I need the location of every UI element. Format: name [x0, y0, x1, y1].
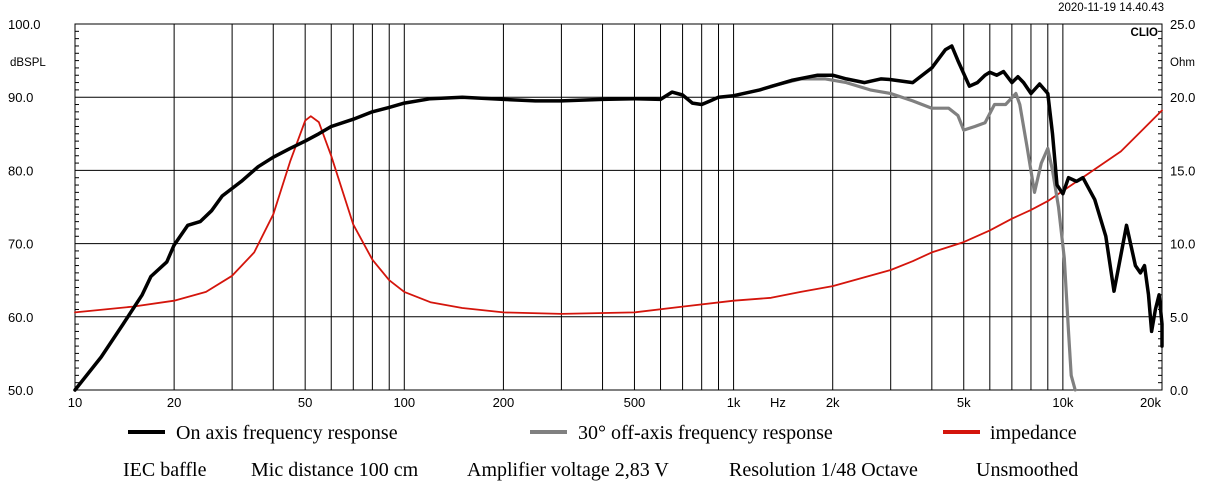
legend-label-off-axis: 30° off-axis frequency response — [578, 422, 833, 444]
y-right-tick-label: 5.0 — [1170, 310, 1188, 325]
x-tick-label: 200 — [493, 395, 515, 410]
footer-baffle: IEC baffle — [123, 459, 207, 481]
y-left-tick-label: 50.0 — [8, 383, 33, 398]
y-axis-left-ticks: 50.0 60.0 70.0 80.0 90.0 100.0 — [8, 17, 41, 398]
x-tick-label: 10k — [1052, 395, 1073, 410]
y-right-tick-label: 20.0 — [1170, 90, 1195, 105]
y-left-tick-label: 80.0 — [8, 163, 33, 178]
x-tick-label: 500 — [624, 395, 646, 410]
legend-label-on-axis: On axis frequency response — [176, 422, 398, 444]
timestamp: 2020-11-19 14.40.43 — [1058, 2, 1164, 14]
y-right-tick-label: 25.0 — [1170, 17, 1195, 32]
footer-amplifier-voltage: Amplifier voltage 2,83 V — [467, 459, 669, 481]
footer-smoothing: Unsmoothed — [976, 459, 1078, 481]
x-tick-label: 10 — [68, 395, 82, 410]
y-right-tick-label: 0.0 — [1170, 383, 1188, 398]
legend-label-impedance: impedance — [990, 422, 1077, 444]
grid-lines — [75, 24, 1162, 390]
x-tick-label: 20 — [167, 395, 181, 410]
footer-resolution: Resolution 1/48 Octave — [729, 459, 918, 481]
y-left-tick-label: 70.0 — [8, 237, 33, 252]
y-axis-right-ticks: 0.0 5.0 10.0 15.0 20.0 25.0 — [1170, 17, 1195, 398]
x-axis-ticks: 10 20 50 100 200 500 1k 2k 5k 10k 20k — [68, 395, 1162, 410]
legend: On axis frequency response 30° off-axis … — [128, 422, 1077, 444]
x-tick-label: 5k — [957, 395, 971, 410]
right-axis-unit: Ohm — [1170, 57, 1195, 69]
footer-notes: IEC baffle Mic distance 100 cm Amplifier… — [123, 459, 1078, 481]
y-left-tick-label: 100.0 — [8, 17, 41, 32]
x-tick-label: 100 — [393, 395, 415, 410]
y-right-tick-label: 10.0 — [1170, 237, 1195, 252]
x-tick-label: 20k — [1140, 395, 1161, 410]
y-left-tick-label: 60.0 — [8, 310, 33, 325]
series-line-on-axis-frequency-response — [73, 44, 1164, 392]
left-axis-unit: dBSPL — [10, 57, 46, 69]
plot-frame — [74, 23, 1163, 391]
x-tick-label: 1k — [727, 395, 741, 410]
footer-mic-distance: Mic distance 100 cm — [251, 459, 419, 481]
clio-brand: CLIO — [1131, 27, 1159, 39]
x-tick-label: 2k — [826, 395, 840, 410]
series-line-impedance — [74, 109, 1163, 315]
x-axis-unit: Hz — [770, 395, 786, 410]
series-line-30-off-axis-frequency-response — [769, 77, 1077, 392]
x-tick-label: 50 — [298, 395, 312, 410]
y-right-tick-label: 15.0 — [1170, 163, 1195, 178]
series-lines — [73, 44, 1164, 392]
y-left-tick-label: 90.0 — [8, 90, 33, 105]
